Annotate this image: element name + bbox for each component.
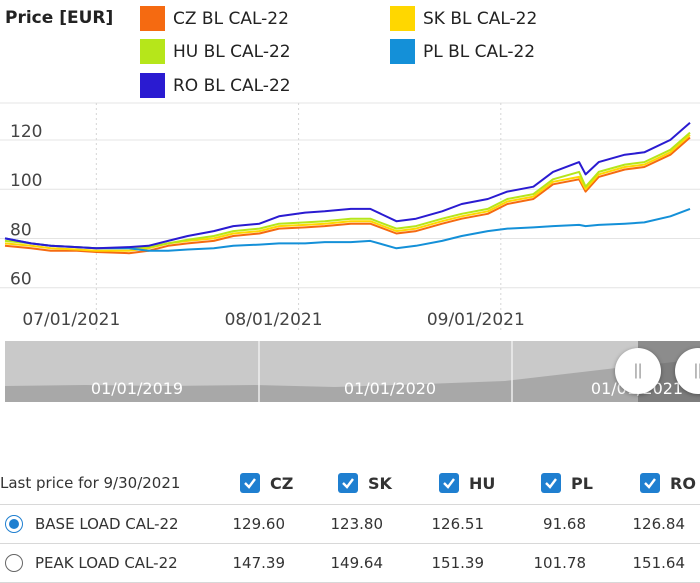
navigator-handle-left[interactable]: || bbox=[615, 348, 661, 394]
navigator-area bbox=[5, 359, 700, 402]
radio-selected-icon[interactable] bbox=[5, 515, 23, 533]
series-line-cz bbox=[4, 136, 691, 255]
x-tick-label: 07/01/2021 bbox=[22, 310, 120, 330]
grip-icon: || bbox=[693, 362, 700, 379]
row-select-base-load[interactable]: BASE LOAD CAL-22 bbox=[5, 505, 179, 543]
y-tick-label: 60 bbox=[10, 270, 32, 290]
price-cell: 151.39 bbox=[431, 554, 485, 572]
legend-title: Price [EUR] bbox=[5, 8, 114, 28]
x-tick-label: 08/01/2021 bbox=[225, 310, 323, 330]
price-cell: 147.39 bbox=[232, 554, 286, 572]
checkmark-icon[interactable] bbox=[640, 473, 660, 493]
column-toggle-hu[interactable]: HU bbox=[439, 462, 495, 504]
checkmark-icon[interactable] bbox=[541, 473, 561, 493]
navigator-overview: 01/01/2019 01/01/2020 01/01/2021 bbox=[5, 341, 700, 402]
navigator-label: 01/01/2019 bbox=[91, 379, 183, 398]
row-label: BASE LOAD CAL-22 bbox=[35, 515, 179, 533]
table-header-row: Last price for 9/30/2021 CZ SK HU PL RO bbox=[0, 462, 700, 505]
series-line-sk bbox=[4, 134, 691, 252]
checkmark-icon[interactable] bbox=[240, 473, 260, 493]
legend-swatch-sk bbox=[390, 6, 415, 31]
price-cell: 151.64 bbox=[632, 554, 686, 572]
column-label-ro: RO bbox=[670, 473, 696, 493]
navigator-label: 01/01/2020 bbox=[344, 379, 436, 398]
legend-item-cz[interactable]: CZ BL CAL-22 bbox=[140, 6, 289, 31]
y-tick-label: 120 bbox=[10, 122, 42, 142]
column-toggle-cz[interactable]: CZ bbox=[240, 462, 293, 504]
table-row: BASE LOAD CAL-22 129.60 123.80 126.51 91… bbox=[0, 505, 700, 544]
price-cell: 149.64 bbox=[330, 554, 384, 572]
column-toggle-sk[interactable]: SK bbox=[338, 462, 392, 504]
legend-label-ro: RO BL CAL-22 bbox=[173, 75, 291, 96]
y-tick-label: 100 bbox=[10, 171, 42, 191]
price-cell: 126.51 bbox=[431, 515, 485, 533]
column-label-sk: SK bbox=[368, 473, 392, 493]
legend-swatch-hu bbox=[140, 39, 165, 64]
row-select-peak-load[interactable]: PEAK LOAD CAL-22 bbox=[5, 544, 178, 582]
legend-label-hu: HU BL CAL-22 bbox=[173, 41, 291, 62]
column-toggle-pl[interactable]: PL bbox=[541, 462, 593, 504]
checkmark-icon[interactable] bbox=[338, 473, 358, 493]
legend-item-ro[interactable]: RO BL CAL-22 bbox=[140, 73, 291, 98]
price-cell: 126.84 bbox=[632, 515, 686, 533]
range-navigator[interactable]: 01/01/2019 01/01/2020 01/01/2021 || || bbox=[5, 341, 700, 402]
column-label-pl: PL bbox=[571, 473, 593, 493]
row-label: PEAK LOAD CAL-22 bbox=[35, 554, 178, 572]
legend-swatch-ro bbox=[140, 73, 165, 98]
y-tick-label: 80 bbox=[10, 220, 32, 240]
column-label-cz: CZ bbox=[270, 473, 294, 493]
radio-unselected-icon[interactable] bbox=[5, 554, 23, 572]
legend-label-pl: PL BL CAL-22 bbox=[423, 41, 536, 62]
legend-swatch-cz bbox=[140, 6, 165, 31]
legend-item-pl[interactable]: PL BL CAL-22 bbox=[390, 39, 535, 64]
legend-label-sk: SK BL CAL-22 bbox=[423, 8, 538, 29]
grip-icon: || bbox=[633, 362, 643, 379]
table-header-label: Last price for 9/30/2021 bbox=[0, 474, 181, 492]
x-tick-label: 09/01/2021 bbox=[427, 310, 525, 330]
price-cell: 123.80 bbox=[330, 515, 384, 533]
table-row: PEAK LOAD CAL-22 147.39 149.64 151.39 10… bbox=[0, 544, 700, 583]
series-line-pl bbox=[4, 207, 691, 252]
price-cell: 129.60 bbox=[232, 515, 286, 533]
legend-label-cz: CZ BL CAL-22 bbox=[173, 8, 289, 29]
legend-swatch-pl bbox=[390, 39, 415, 64]
legend-item-sk[interactable]: SK BL CAL-22 bbox=[390, 6, 537, 31]
column-label-hu: HU bbox=[469, 473, 496, 493]
column-toggle-ro[interactable]: RO bbox=[640, 462, 696, 504]
checkmark-icon[interactable] bbox=[439, 473, 459, 493]
price-cell: 91.68 bbox=[543, 515, 586, 533]
series-line-ro bbox=[4, 121, 691, 250]
legend-item-hu[interactable]: HU BL CAL-22 bbox=[140, 39, 291, 64]
price-cell: 101.78 bbox=[533, 554, 587, 572]
price-chart: 60 80 100 120 07/01/2021 08/01/2021 09/01/2021 bbox=[0, 102, 700, 330]
